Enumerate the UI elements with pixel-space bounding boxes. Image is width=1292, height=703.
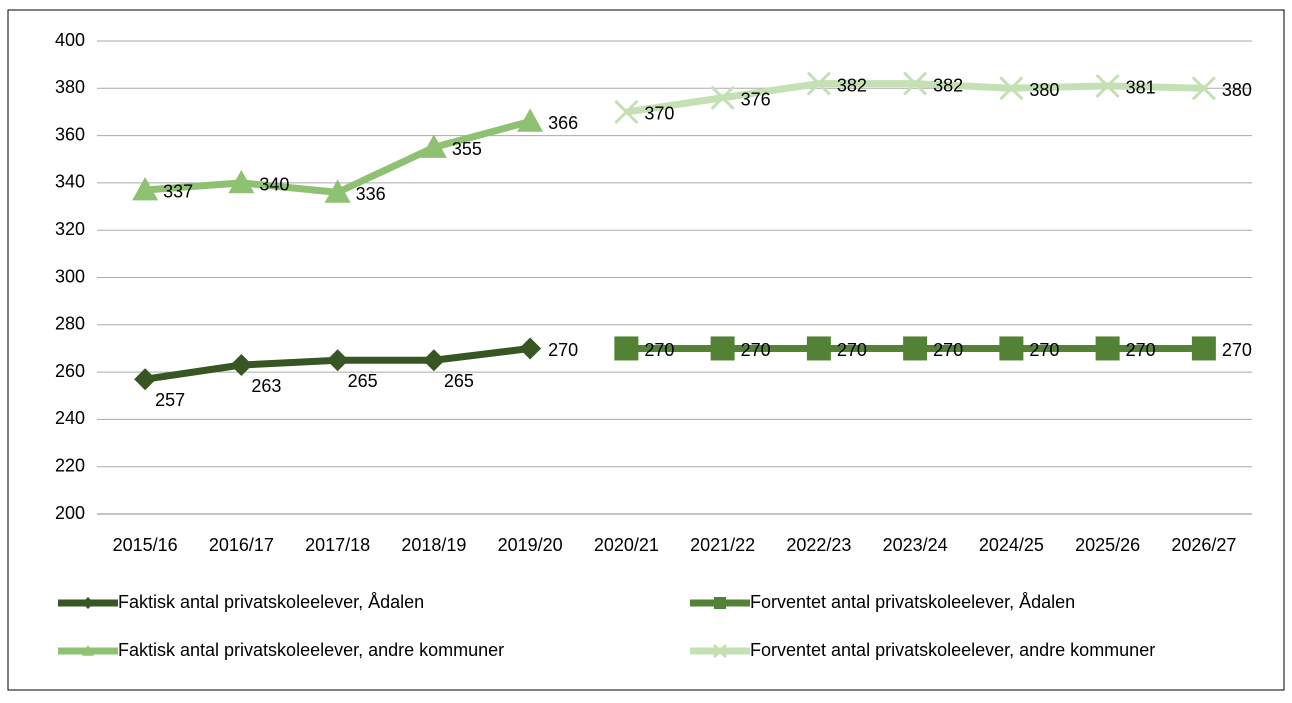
y-tick-label: 400 bbox=[55, 30, 85, 50]
data-label: 366 bbox=[548, 113, 578, 133]
data-label: 336 bbox=[356, 184, 386, 204]
y-tick-label: 320 bbox=[55, 219, 85, 239]
x-tick-label: 2026/27 bbox=[1171, 535, 1236, 555]
data-label: 270 bbox=[548, 340, 578, 360]
marker bbox=[614, 99, 639, 125]
marker bbox=[712, 643, 728, 659]
x-tick-label: 2024/25 bbox=[979, 535, 1044, 555]
x-tick-label: 2017/18 bbox=[305, 535, 370, 555]
marker bbox=[1191, 336, 1216, 361]
y-tick-label: 340 bbox=[55, 172, 85, 192]
marker bbox=[1095, 73, 1120, 98]
marker bbox=[230, 354, 253, 377]
y-tick-label: 240 bbox=[55, 408, 85, 428]
marker bbox=[326, 349, 349, 372]
y-tick-label: 200 bbox=[55, 503, 85, 523]
data-label: 263 bbox=[251, 376, 281, 396]
data-label: 270 bbox=[1126, 340, 1156, 360]
legend-label: Forventet antal privatskoleelever, Ådale… bbox=[750, 592, 1075, 612]
data-label: 270 bbox=[644, 340, 674, 360]
y-tick-label: 300 bbox=[55, 266, 85, 286]
marker bbox=[710, 336, 735, 361]
marker bbox=[134, 368, 157, 391]
marker bbox=[82, 645, 94, 656]
x-tick-label: 2023/24 bbox=[883, 535, 948, 555]
marker bbox=[420, 134, 447, 158]
y-tick-label: 220 bbox=[55, 455, 85, 475]
data-label: 355 bbox=[452, 139, 482, 159]
data-label: 257 bbox=[155, 390, 185, 410]
marker bbox=[903, 336, 928, 361]
legend-label: Forventet antal privatskoleelever, andre… bbox=[750, 640, 1155, 660]
marker bbox=[1095, 336, 1120, 361]
marker bbox=[228, 169, 255, 194]
data-label: 265 bbox=[444, 371, 474, 391]
marker bbox=[614, 336, 639, 361]
legend-label: Faktisk antal privatskoleelever, Ådalen bbox=[118, 592, 424, 612]
y-tick-label: 260 bbox=[55, 361, 85, 381]
data-label: 381 bbox=[1126, 78, 1156, 98]
marker bbox=[517, 108, 544, 132]
marker bbox=[806, 336, 831, 361]
marker bbox=[519, 337, 542, 360]
data-label: 382 bbox=[837, 75, 867, 95]
x-tick-label: 2021/22 bbox=[690, 535, 755, 555]
marker bbox=[714, 597, 726, 609]
x-tick-label: 2018/19 bbox=[401, 535, 466, 555]
data-label: 270 bbox=[1222, 340, 1252, 360]
marker bbox=[324, 179, 351, 203]
marker bbox=[999, 336, 1024, 361]
marker bbox=[710, 85, 735, 110]
x-tick-label: 2016/17 bbox=[209, 535, 274, 555]
marker bbox=[82, 597, 94, 609]
legend-label: Faktisk antal privatskoleelever, andre k… bbox=[118, 640, 504, 660]
data-label: 380 bbox=[1029, 80, 1059, 100]
data-label: 270 bbox=[933, 340, 963, 360]
data-label: 382 bbox=[933, 75, 963, 95]
x-tick-label: 2025/26 bbox=[1075, 535, 1140, 555]
data-label: 380 bbox=[1222, 80, 1252, 100]
data-label: 376 bbox=[741, 90, 771, 110]
x-tick-label: 2015/16 bbox=[113, 535, 178, 555]
x-tick-label: 2020/21 bbox=[594, 535, 659, 555]
data-label: 337 bbox=[163, 182, 193, 202]
data-label: 370 bbox=[644, 104, 674, 124]
y-tick-label: 280 bbox=[55, 314, 85, 334]
marker bbox=[903, 71, 928, 96]
marker bbox=[806, 71, 831, 96]
y-tick-label: 380 bbox=[55, 77, 85, 97]
x-tick-label: 2019/20 bbox=[498, 535, 563, 555]
data-label: 340 bbox=[259, 175, 289, 195]
marker bbox=[132, 176, 159, 201]
data-label: 270 bbox=[741, 340, 771, 360]
x-tick-label: 2022/23 bbox=[786, 535, 851, 555]
y-tick-label: 360 bbox=[55, 124, 85, 144]
data-label: 270 bbox=[837, 340, 867, 360]
data-label: 270 bbox=[1029, 340, 1059, 360]
data-label: 265 bbox=[348, 371, 378, 391]
marker bbox=[1191, 76, 1216, 101]
marker bbox=[422, 349, 445, 372]
marker bbox=[999, 76, 1024, 101]
